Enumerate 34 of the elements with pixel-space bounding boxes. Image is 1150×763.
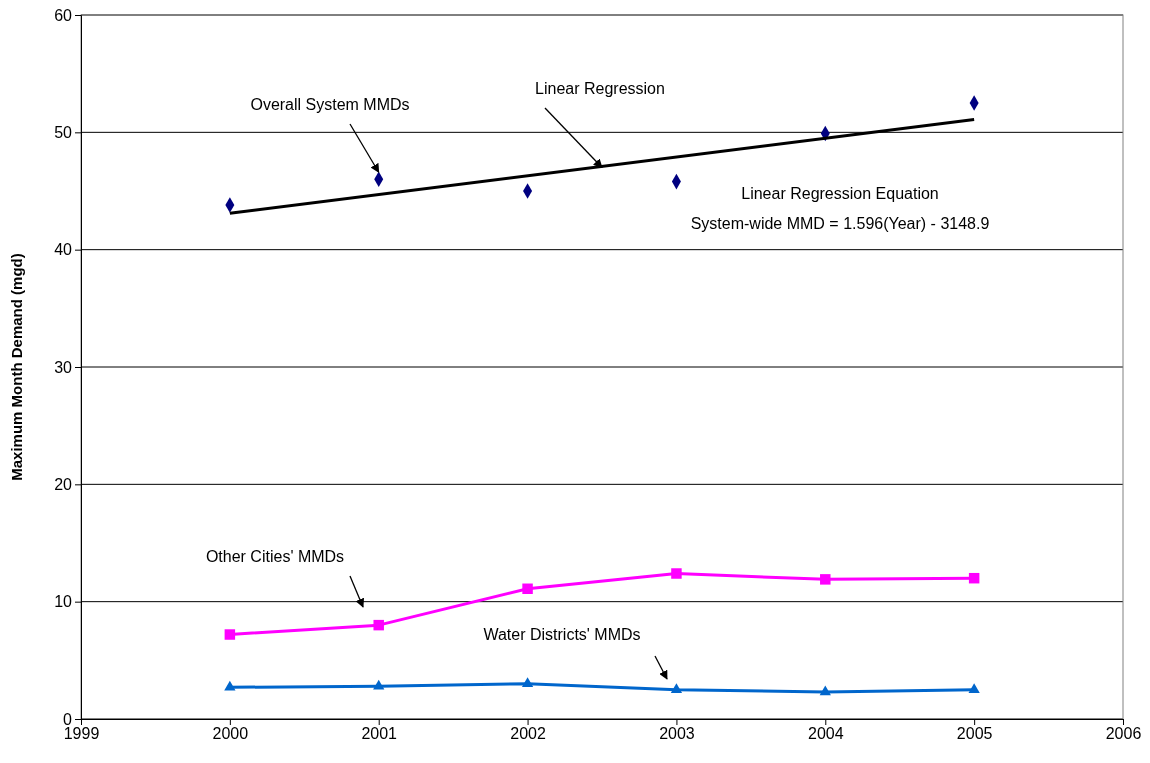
y-tick-label: 0 [63, 710, 73, 728]
x-tick-label: 1999 [63, 725, 100, 743]
point [820, 574, 831, 585]
annotation: Linear Regression Equation [741, 185, 939, 202]
annotation: Linear Regression [535, 80, 665, 97]
annotation: Other Cities' MMDs [205, 548, 345, 565]
x-tick-label: 2005 [956, 725, 993, 743]
y-tick-label: 20 [54, 475, 73, 493]
y-tick-label: 60 [54, 6, 73, 24]
point [373, 679, 385, 690]
annotation: Water Districts' MMDs [483, 626, 641, 643]
point [968, 683, 980, 693]
point [373, 619, 384, 631]
y-tick-label: 50 [54, 123, 73, 141]
y-tick-label: 10 [54, 593, 73, 611]
point [670, 683, 683, 693]
point [819, 685, 831, 696]
point [224, 629, 236, 640]
y-tick-label: 30 [54, 358, 73, 376]
point [671, 568, 682, 579]
point [968, 572, 980, 584]
y-axis-title: Maximum Month Demand (mgd) [8, 253, 25, 481]
x-tick-label: 2003 [659, 725, 695, 743]
point [224, 680, 236, 691]
annotation: Overall System MMDs [250, 96, 410, 113]
point [522, 583, 533, 594]
x-tick-label: 2001 [361, 725, 398, 743]
x-tick-label: 2002 [510, 725, 546, 743]
y-tick-label: 40 [54, 241, 73, 259]
point [521, 677, 534, 688]
x-tick-label: 2006 [1105, 725, 1142, 743]
x-tick-label: 2004 [807, 725, 844, 743]
annotation: System-wide MMD = 1.596(Year) - 3148.9 [690, 215, 990, 232]
x-tick-label: 2000 [212, 725, 249, 743]
